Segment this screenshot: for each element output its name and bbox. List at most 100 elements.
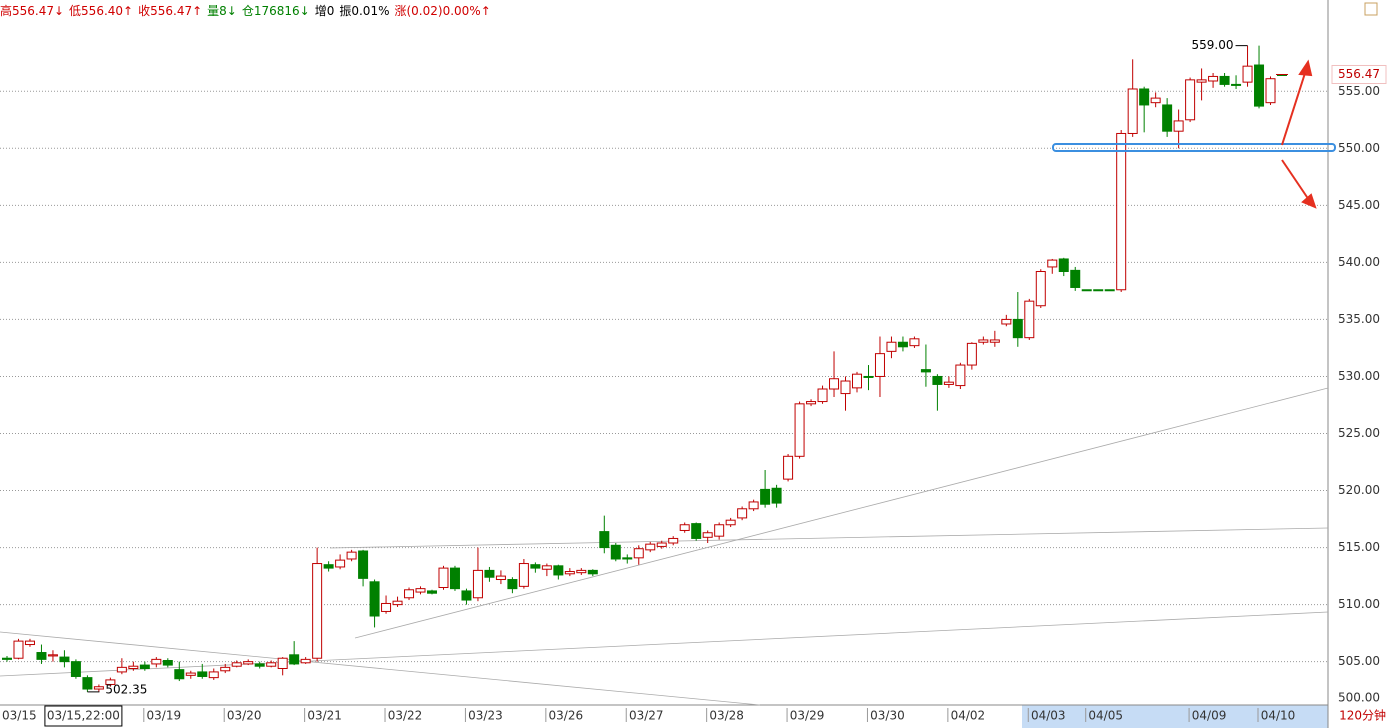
y-tick-label: 515.00 [1338, 540, 1380, 554]
candle-body [1162, 104, 1173, 132]
candle-body [1093, 289, 1104, 292]
candle-body [116, 666, 127, 673]
candle-body [874, 353, 885, 377]
candle-body [449, 567, 460, 590]
candle-body [335, 559, 346, 568]
x-tick-label: 04/02 [951, 709, 986, 723]
candle-body [725, 519, 736, 526]
candle-body [404, 589, 415, 599]
y-tick-label: 535.00 [1338, 312, 1380, 326]
y-tick-label: 550.00 [1338, 141, 1380, 155]
candles [2, 45, 1287, 692]
x-tick-label: 03/15 [2, 709, 37, 723]
candle-body [495, 575, 506, 581]
y-tick-label: 505.00 [1338, 654, 1380, 668]
candle-body [1231, 83, 1242, 86]
candle-body [599, 531, 610, 549]
candle-body [909, 338, 920, 347]
arrow-up [1281, 69, 1307, 146]
candle-body [920, 369, 931, 373]
candle-body [1047, 259, 1058, 268]
candle-body [231, 662, 242, 667]
trend-lines [0, 387, 1329, 706]
candle-body [461, 590, 472, 601]
candle-body [128, 665, 139, 669]
x-tick-label: 03/29 [790, 709, 825, 723]
arrow-head [1301, 193, 1317, 209]
candle-body [438, 567, 449, 589]
candle-body [1139, 88, 1150, 106]
candle-body [966, 342, 977, 366]
candle-body [427, 590, 437, 594]
candle-body [472, 569, 483, 599]
trend-line [0, 611, 1329, 677]
blue-band [1052, 143, 1336, 152]
y-tick-label: 540.00 [1338, 255, 1380, 269]
candle-body [36, 652, 47, 660]
candle-body [587, 569, 598, 575]
candle-body [82, 677, 93, 690]
candle-body [553, 565, 564, 576]
header-item: 量8↓ [207, 4, 237, 18]
candle-body [518, 563, 529, 587]
candle-body [358, 550, 369, 579]
candle-body [174, 669, 185, 680]
header-item: 振0.01% [339, 4, 389, 18]
candle-body [610, 544, 621, 560]
candle-body [1127, 88, 1138, 134]
candle-body [1024, 300, 1035, 339]
candle-body [863, 375, 874, 378]
header-item: 高556.47↓ [0, 3, 64, 18]
header-item: 仓176816↓ [242, 4, 310, 18]
candle-body [645, 543, 656, 551]
candle-body [760, 488, 771, 505]
candle-body [507, 579, 518, 590]
candle-body [139, 664, 150, 669]
candle-body [243, 661, 254, 665]
candle-body [840, 380, 851, 395]
x-tick-label: 03/26 [549, 709, 584, 723]
x-tick-label: 03/30 [870, 709, 905, 723]
candle-body [151, 658, 162, 665]
candle-body [714, 524, 725, 537]
y-tick-label: 500.00 [1338, 691, 1380, 705]
candle-body [1001, 318, 1012, 325]
last-price-label: 556.47 [1338, 67, 1380, 81]
candle-body [1173, 120, 1184, 132]
candle-body [783, 455, 794, 480]
candle-body [691, 523, 702, 539]
arrows [1281, 59, 1317, 209]
x-tick-label: 04/05 [1088, 709, 1123, 723]
candle-body [1254, 64, 1265, 107]
candle-body [1081, 289, 1092, 292]
candle-body [13, 640, 24, 659]
arrow-down [1281, 159, 1310, 201]
candle-body [530, 564, 541, 569]
header-item: 低556.40↑ [69, 4, 133, 18]
candle-body [289, 654, 300, 665]
candle-body [576, 569, 587, 574]
candle-body [277, 657, 288, 669]
header-item: 涨(0.02)0.00%↑ [394, 3, 490, 18]
y-tick-label: 520.00 [1338, 483, 1380, 497]
candle-body [1208, 75, 1219, 82]
candle-body [771, 487, 782, 504]
candle-body [1058, 258, 1069, 273]
candle-body [737, 508, 748, 519]
candle-body [220, 666, 231, 672]
candle-body [794, 403, 805, 457]
header-item: 增0 [315, 4, 335, 18]
trend-line [354, 387, 1329, 639]
x-tick-label: 03/20 [227, 709, 262, 723]
trend-line [329, 527, 1329, 549]
y-tick-label: 510.00 [1338, 597, 1380, 611]
candle-body [254, 663, 265, 667]
x-tick-label: 04/09 [1192, 709, 1227, 723]
candle-body [208, 671, 219, 679]
trend-line [0, 631, 761, 706]
x-tick-label: 04/03 [1031, 709, 1066, 723]
corner-icon[interactable] [1364, 2, 1378, 16]
grid [0, 90, 1328, 663]
y-tick-label: 525.00 [1338, 426, 1380, 440]
